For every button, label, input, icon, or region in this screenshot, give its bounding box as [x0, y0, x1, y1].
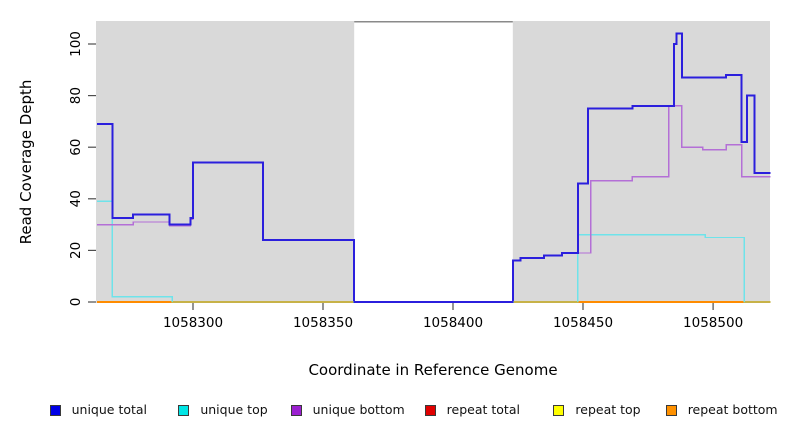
x-tick-label: 1058450 [553, 315, 613, 331]
chart-legend: unique total unique top unique bottom repea… [36, 399, 784, 421]
legend-item-unique-top: unique top [178, 401, 268, 417]
legend-label: unique top [200, 401, 268, 417]
x-axis-title: Coordinate in Reference Genome [308, 361, 557, 379]
series-line-unique-total [96, 32, 771, 303]
legend-item-repeat-total: repeat total [424, 401, 520, 417]
y-tick-label: 60 [68, 139, 84, 156]
legend-item-unique-total: unique total [49, 401, 148, 417]
legend-swatch-unique-top [178, 404, 190, 416]
legend-swatch-repeat-bottom [665, 404, 677, 416]
x-tick-label: 1058400 [423, 315, 483, 331]
legend-item-repeat-top: repeat top [553, 401, 641, 417]
x-tick-label: 1058350 [293, 315, 353, 331]
gap-region [354, 21, 513, 303]
x-tick-label: 1058300 [163, 315, 223, 331]
legend-item-unique-bottom: unique bottom [290, 401, 405, 417]
x-tick-label: 1058500 [683, 315, 743, 331]
y-tick-label: 80 [68, 87, 84, 104]
legend-swatch-unique-total [49, 404, 61, 416]
legend-swatch-repeat-top [553, 404, 565, 416]
legend-label: repeat top [575, 401, 641, 417]
series-line-unique-top [96, 200, 771, 303]
legend-label: unique bottom [312, 401, 405, 417]
legend-swatch-repeat-total [424, 404, 436, 416]
y-tick-label: 40 [68, 190, 84, 207]
legend-label: repeat bottom [687, 401, 778, 417]
y-tick-label: 20 [68, 242, 84, 259]
legend-item-repeat-bottom: repeat bottom [665, 401, 778, 417]
y-axis-title: Read Coverage Depth [17, 80, 35, 245]
y-tick-label: 0 [68, 298, 84, 307]
y-tick-label: 100 [68, 31, 84, 57]
legend-label: repeat total [446, 401, 520, 417]
legend-swatch-unique-bottom [290, 404, 302, 416]
legend-label: unique total [71, 401, 148, 417]
